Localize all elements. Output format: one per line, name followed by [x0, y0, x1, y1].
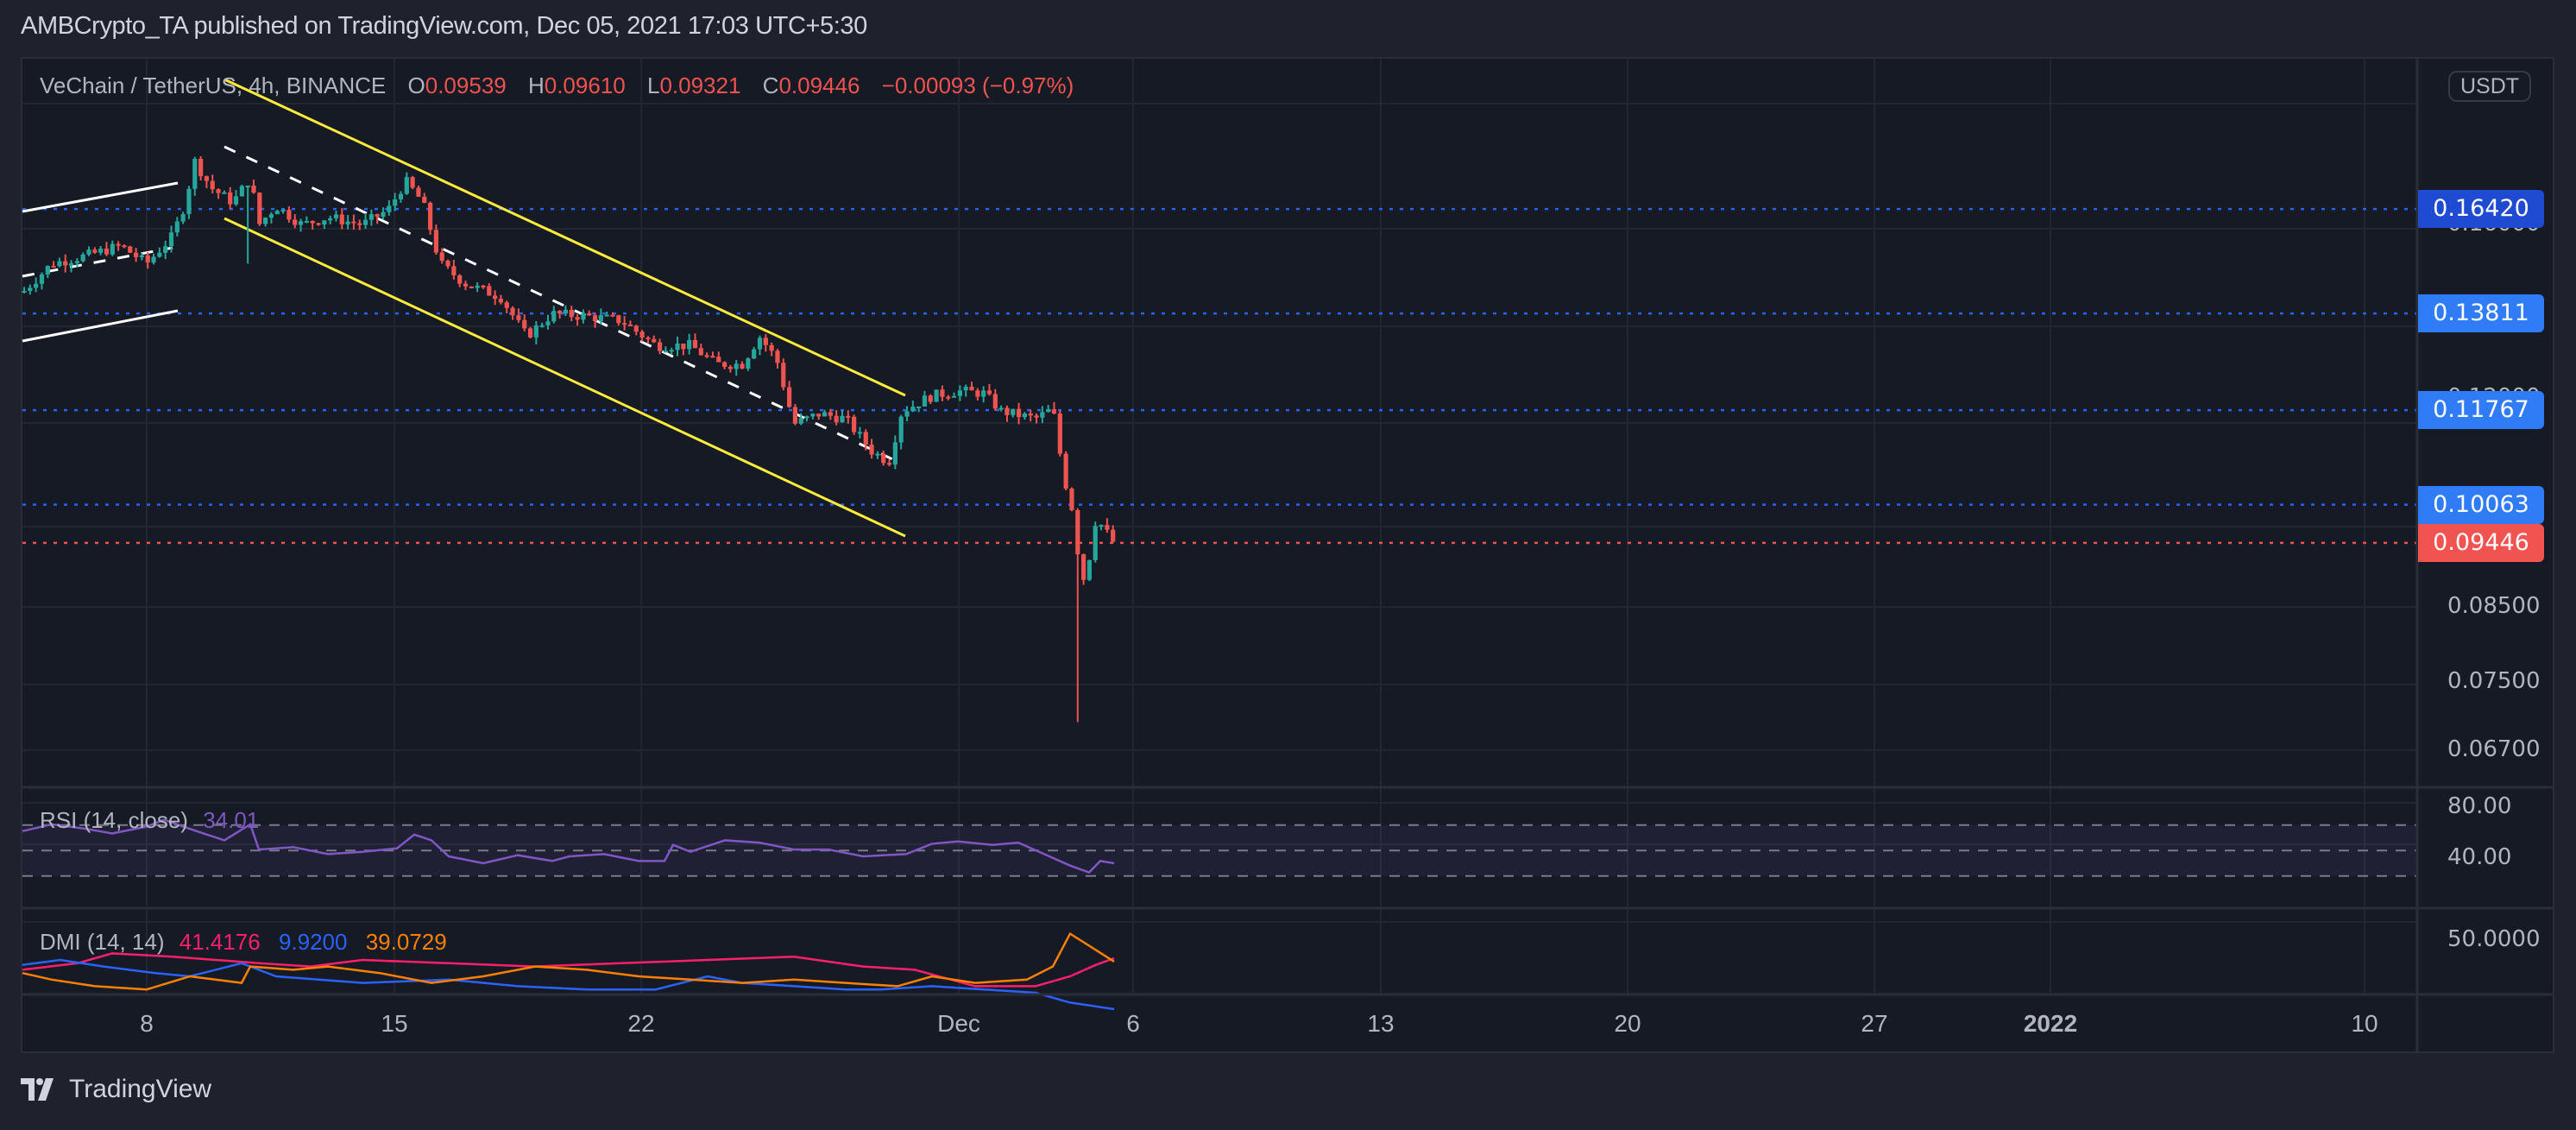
- open-label: O: [407, 73, 425, 98]
- time-tick-label: 10: [2351, 1010, 2378, 1037]
- low-value: 0.09321: [659, 73, 741, 98]
- tradingview-logo-icon: [21, 1078, 54, 1101]
- dmi-minus-value: 9.9200: [278, 929, 348, 955]
- dmi-label: DMI (14, 14): [40, 929, 165, 955]
- high-value: 0.09610: [544, 73, 626, 98]
- price-tick-label: 0.07500: [2447, 668, 2541, 695]
- level-price-badge: 0.10063: [2418, 485, 2544, 524]
- change-value: −0.00093 (−0.97%): [881, 73, 1074, 98]
- tradingview-brand: TradingView: [69, 1075, 212, 1103]
- trendlines: [22, 78, 906, 538]
- pane-dividers[interactable]: [21, 57, 2554, 1053]
- price-tick-label: 0.06700: [2447, 736, 2541, 763]
- rsi-legend[interactable]: RSI (14, close) 34.01: [40, 807, 259, 834]
- level-price-badge: 0.13811: [2418, 294, 2544, 333]
- publication-header: AMBCrypto_TA published on TradingView.co…: [21, 12, 867, 40]
- chart-frame: [21, 57, 2554, 1053]
- currency-button[interactable]: USDT: [2448, 71, 2532, 102]
- grid-lines: [22, 59, 2417, 994]
- level-price-badge: 0.16420: [2418, 190, 2544, 229]
- last-price-badge: 0.09446: [2418, 523, 2544, 562]
- dmi-lines: [22, 931, 1115, 1011]
- rsi-line: [22, 818, 1115, 874]
- close-label: C: [762, 73, 779, 98]
- open-value: 0.09539: [425, 73, 507, 98]
- dmi-legend[interactable]: DMI (14, 14) 41.4176 9.9200 39.0729: [40, 929, 447, 956]
- horizontal-levels: [22, 207, 2417, 545]
- dmi-tick-label: 50.0000: [2447, 926, 2541, 952]
- time-tick-label: 6: [1126, 1010, 1140, 1037]
- rsi-tick-label: 80.00: [2447, 793, 2512, 819]
- adx-value: 39.0729: [365, 929, 447, 955]
- rsi-label: RSI (14, close): [40, 807, 188, 833]
- symbol-legend: VeChain / TetherUS, 4h, BINANCE O0.09539…: [40, 73, 1074, 99]
- time-tick-label: 13: [1367, 1010, 1395, 1037]
- tradingview-logo[interactable]: TradingView: [21, 1075, 211, 1104]
- candlesticks: [22, 155, 1116, 723]
- rsi-value: 34.01: [203, 807, 260, 833]
- time-tick-label: 15: [381, 1010, 408, 1037]
- time-tick-label: Dec: [937, 1010, 980, 1037]
- high-label: H: [527, 73, 545, 98]
- time-tick-label: 20: [1614, 1010, 1641, 1037]
- rsi-band: [22, 824, 2417, 877]
- low-label: L: [646, 73, 660, 98]
- time-tick-label: 22: [627, 1010, 655, 1037]
- level-price-badge: 0.11767: [2418, 391, 2544, 430]
- time-tick-label: 2022: [2023, 1010, 2078, 1037]
- price-tick-label: 0.08500: [2447, 592, 2541, 619]
- time-tick-label: 8: [140, 1010, 154, 1037]
- symbol-name[interactable]: VeChain / TetherUS, 4h, BINANCE: [40, 73, 387, 98]
- time-tick-label: 27: [1861, 1010, 1888, 1037]
- dmi-plus-value: 41.4176: [179, 929, 261, 955]
- close-value: 0.09446: [778, 73, 860, 98]
- rsi-tick-label: 40.00: [2447, 844, 2512, 870]
